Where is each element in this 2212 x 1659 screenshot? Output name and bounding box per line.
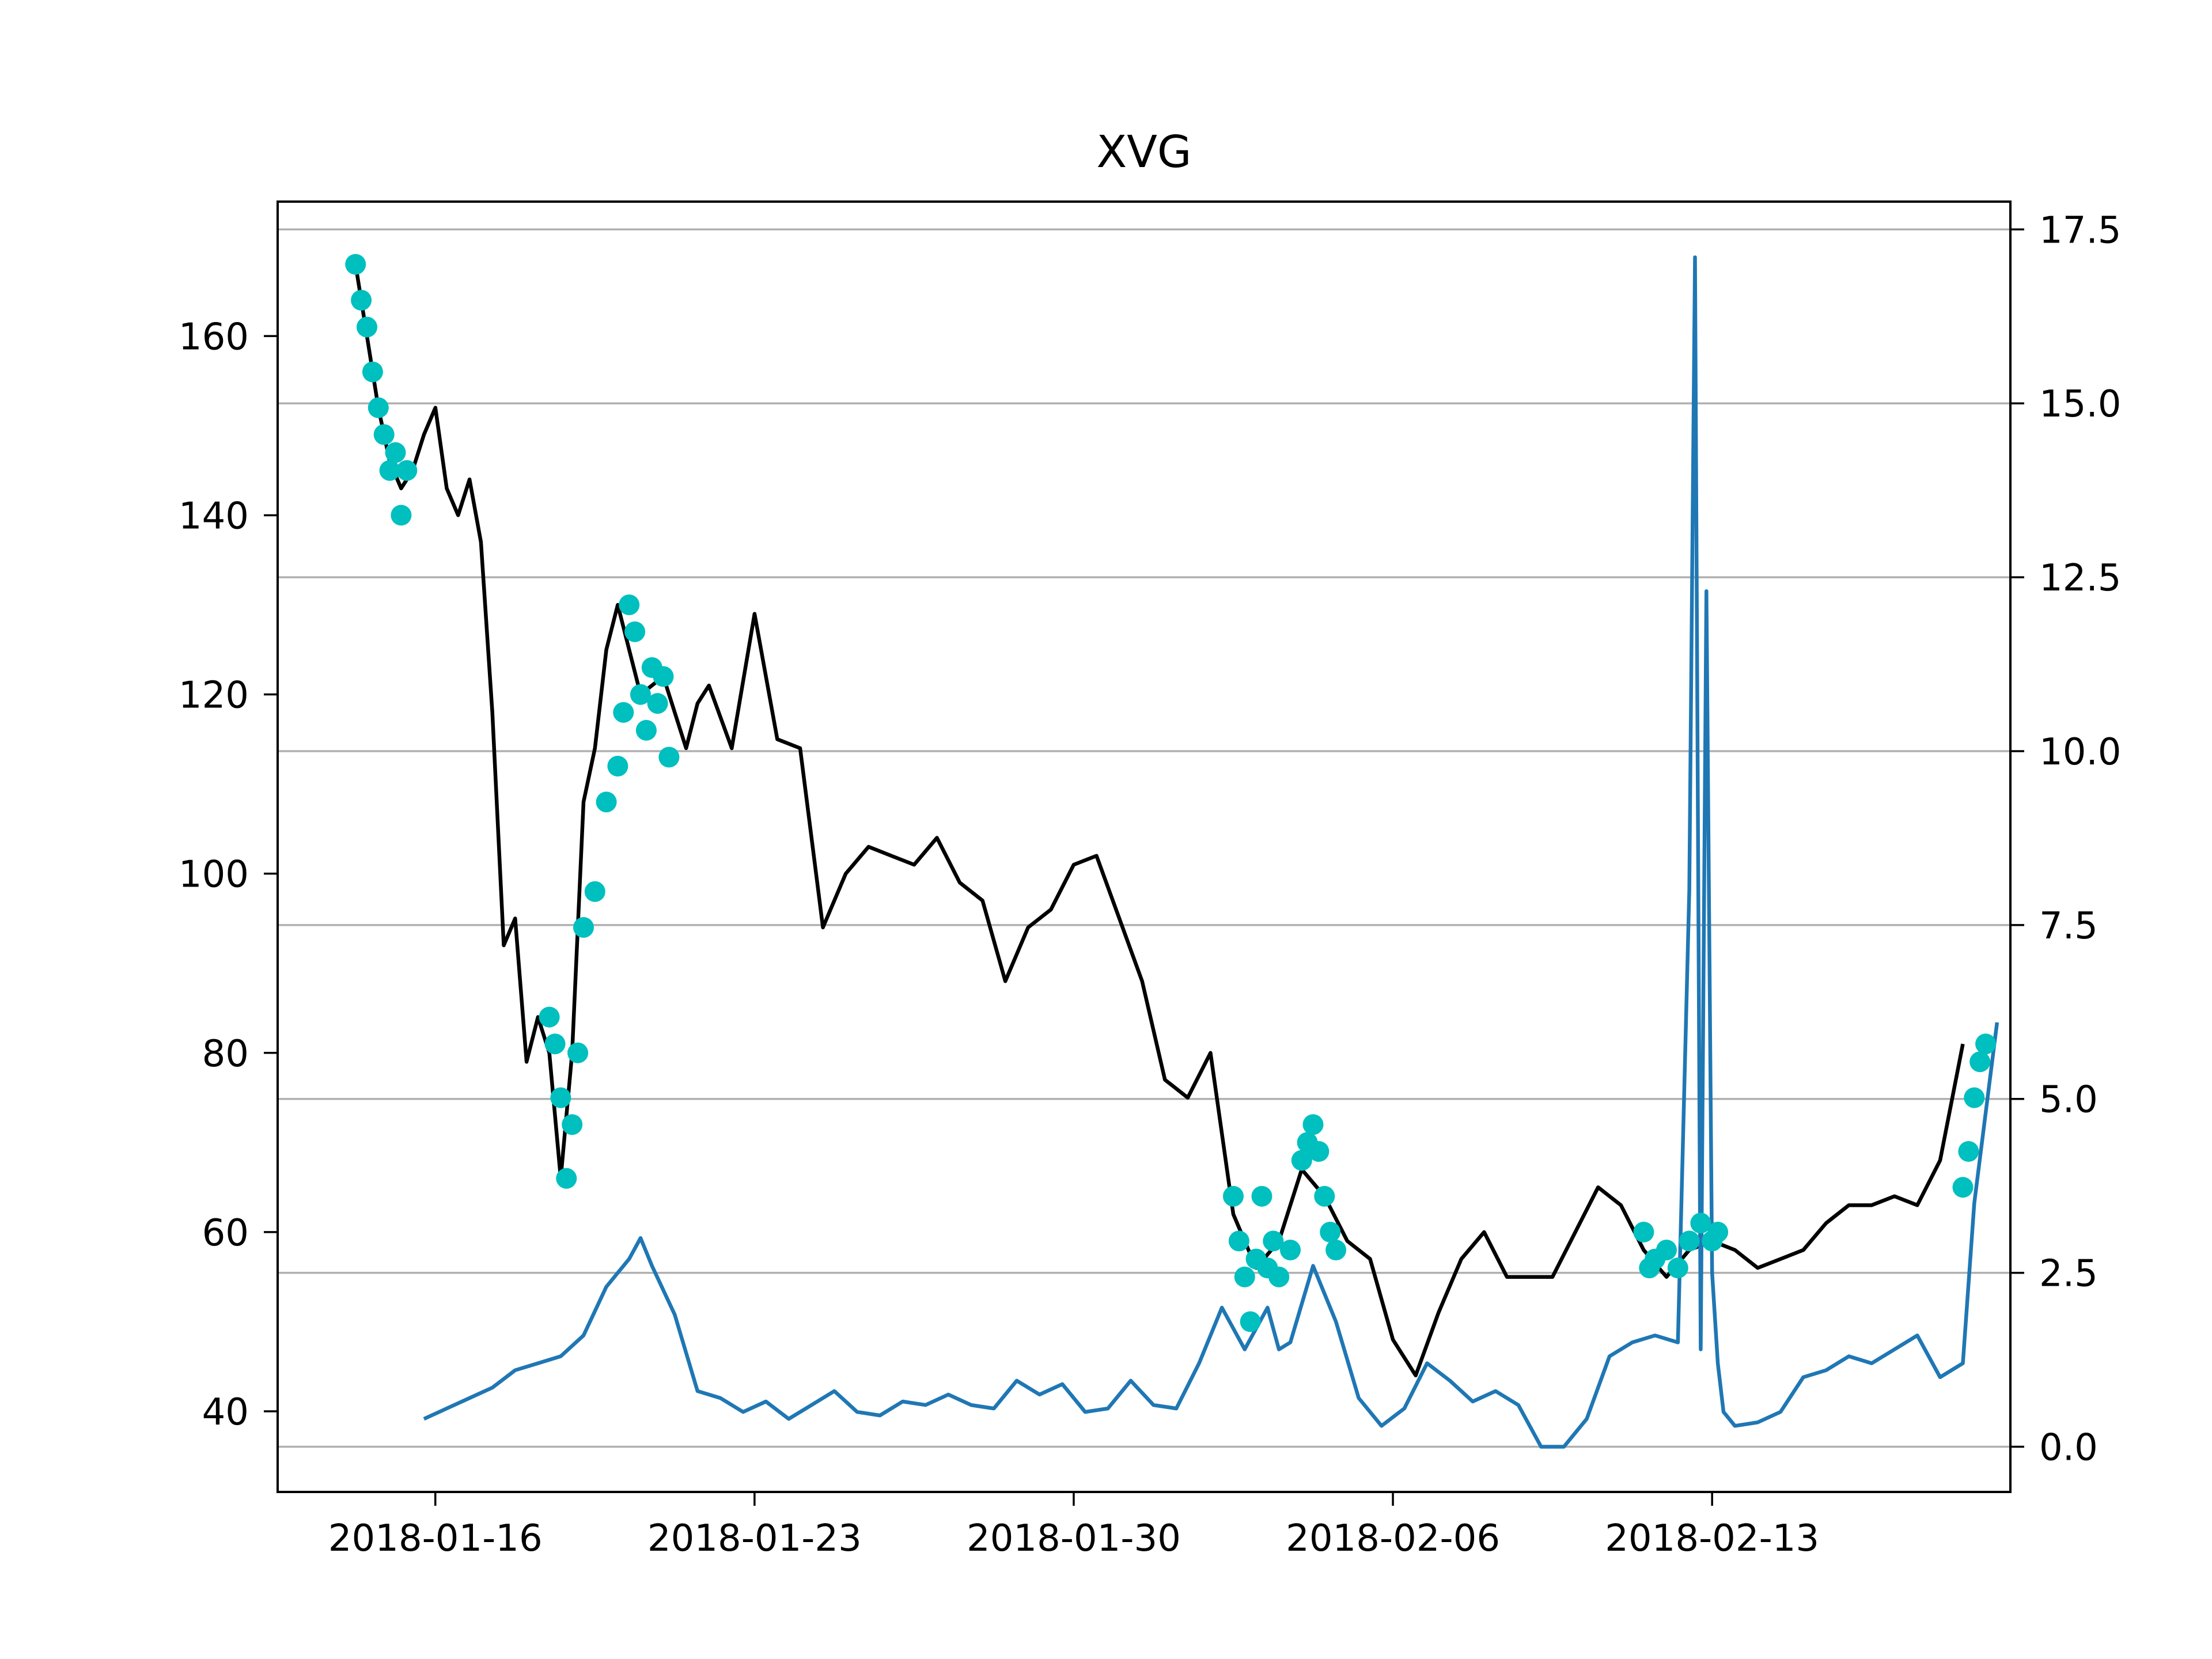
signal-marker bbox=[379, 460, 400, 481]
signal-marker bbox=[1280, 1240, 1301, 1260]
x-tick-label: 2018-02-13 bbox=[1605, 1517, 1819, 1560]
signal-marker bbox=[1314, 1185, 1335, 1207]
signal-marker bbox=[630, 684, 651, 705]
x-tick-label: 2018-01-30 bbox=[967, 1517, 1181, 1560]
signal-marker bbox=[550, 1087, 571, 1108]
signal-marker bbox=[1251, 1185, 1272, 1207]
signal-marker bbox=[1667, 1257, 1688, 1279]
x-tick-label: 2018-02-06 bbox=[1286, 1517, 1500, 1560]
y2-tick-label: 12.5 bbox=[2039, 557, 2122, 600]
signal-marker bbox=[624, 621, 646, 642]
signal-marker bbox=[544, 1033, 566, 1055]
signal-marker bbox=[1240, 1311, 1261, 1332]
signal-marker bbox=[1263, 1230, 1284, 1252]
signal-marker bbox=[607, 756, 628, 777]
y2-tick-label: 2.5 bbox=[2039, 1253, 2098, 1296]
signal-marker bbox=[1302, 1114, 1324, 1135]
y2-tick-label: 0.0 bbox=[2039, 1427, 2098, 1469]
signal-marker bbox=[653, 666, 674, 687]
y2-tick-label: 17.5 bbox=[2039, 209, 2122, 252]
signal-marker bbox=[1633, 1221, 1654, 1243]
y2-tick-label: 5.0 bbox=[2039, 1079, 2098, 1122]
y-tick-label: 120 bbox=[179, 675, 249, 717]
signal-marker bbox=[573, 917, 594, 938]
signal-marker bbox=[619, 594, 640, 615]
signal-marker bbox=[1969, 1051, 1991, 1073]
signal-marker bbox=[357, 316, 377, 338]
y2-tick-label: 10.0 bbox=[2039, 731, 2122, 774]
signal-marker bbox=[1320, 1221, 1341, 1243]
signal-marker bbox=[351, 290, 372, 311]
signal-marker bbox=[391, 505, 412, 526]
signal-marker bbox=[1952, 1177, 1974, 1198]
x-tick-label: 2018-01-23 bbox=[647, 1517, 862, 1560]
signal-marker bbox=[1707, 1221, 1729, 1243]
signal-marker bbox=[584, 881, 605, 902]
signal-marker bbox=[368, 397, 389, 418]
y-tick-label: 40 bbox=[202, 1391, 249, 1434]
signal-marker bbox=[1223, 1185, 1244, 1207]
signal-marker bbox=[385, 442, 406, 463]
axis-layer: 0.0 2.5 5.0 7.5 10.0 12.5 15.0 17.5 40 60 80 100 120… bbox=[179, 209, 2122, 1560]
signal-marker bbox=[1975, 1033, 1997, 1055]
signal-marker bbox=[1308, 1141, 1330, 1162]
signal-marker bbox=[556, 1168, 577, 1189]
x-tick-label: 2018-01-16 bbox=[328, 1517, 543, 1560]
y-tick-label: 60 bbox=[202, 1212, 249, 1255]
signal-marker bbox=[1679, 1230, 1700, 1252]
signal-marker bbox=[539, 1006, 560, 1028]
marker-layer bbox=[345, 253, 1997, 1332]
signal-marker bbox=[1656, 1240, 1677, 1260]
signal-marker bbox=[1964, 1087, 1985, 1108]
signal-marker bbox=[658, 747, 680, 768]
signal-marker bbox=[1325, 1240, 1347, 1260]
signal-marker bbox=[635, 719, 657, 741]
y-tick-label: 140 bbox=[179, 495, 249, 537]
signal-marker bbox=[1228, 1230, 1249, 1252]
signal-marker bbox=[373, 424, 395, 445]
signal-marker bbox=[1234, 1266, 1255, 1287]
signal-marker bbox=[1268, 1266, 1290, 1287]
signal-marker bbox=[567, 1042, 589, 1063]
plot-frame bbox=[276, 200, 2012, 1493]
y-tick-label: 160 bbox=[179, 316, 249, 358]
signal-marker bbox=[1690, 1213, 1711, 1234]
y2-tick-label: 7.5 bbox=[2039, 905, 2098, 948]
secondary-line bbox=[423, 255, 1999, 1449]
signal-marker bbox=[1291, 1150, 1312, 1171]
signal-marker bbox=[647, 693, 668, 714]
signal-marker bbox=[562, 1114, 583, 1135]
signal-marker bbox=[345, 253, 366, 275]
y2-tick-label: 15.0 bbox=[2039, 383, 2122, 426]
signal-marker bbox=[1958, 1141, 1979, 1162]
signal-marker bbox=[613, 702, 634, 723]
y-tick-label: 100 bbox=[179, 854, 249, 896]
chart-title: XVG bbox=[1096, 127, 1191, 178]
signal-marker bbox=[396, 460, 418, 481]
signal-marker bbox=[596, 791, 617, 813]
signal-marker bbox=[362, 361, 383, 382]
y-tick-label: 80 bbox=[202, 1033, 249, 1075]
